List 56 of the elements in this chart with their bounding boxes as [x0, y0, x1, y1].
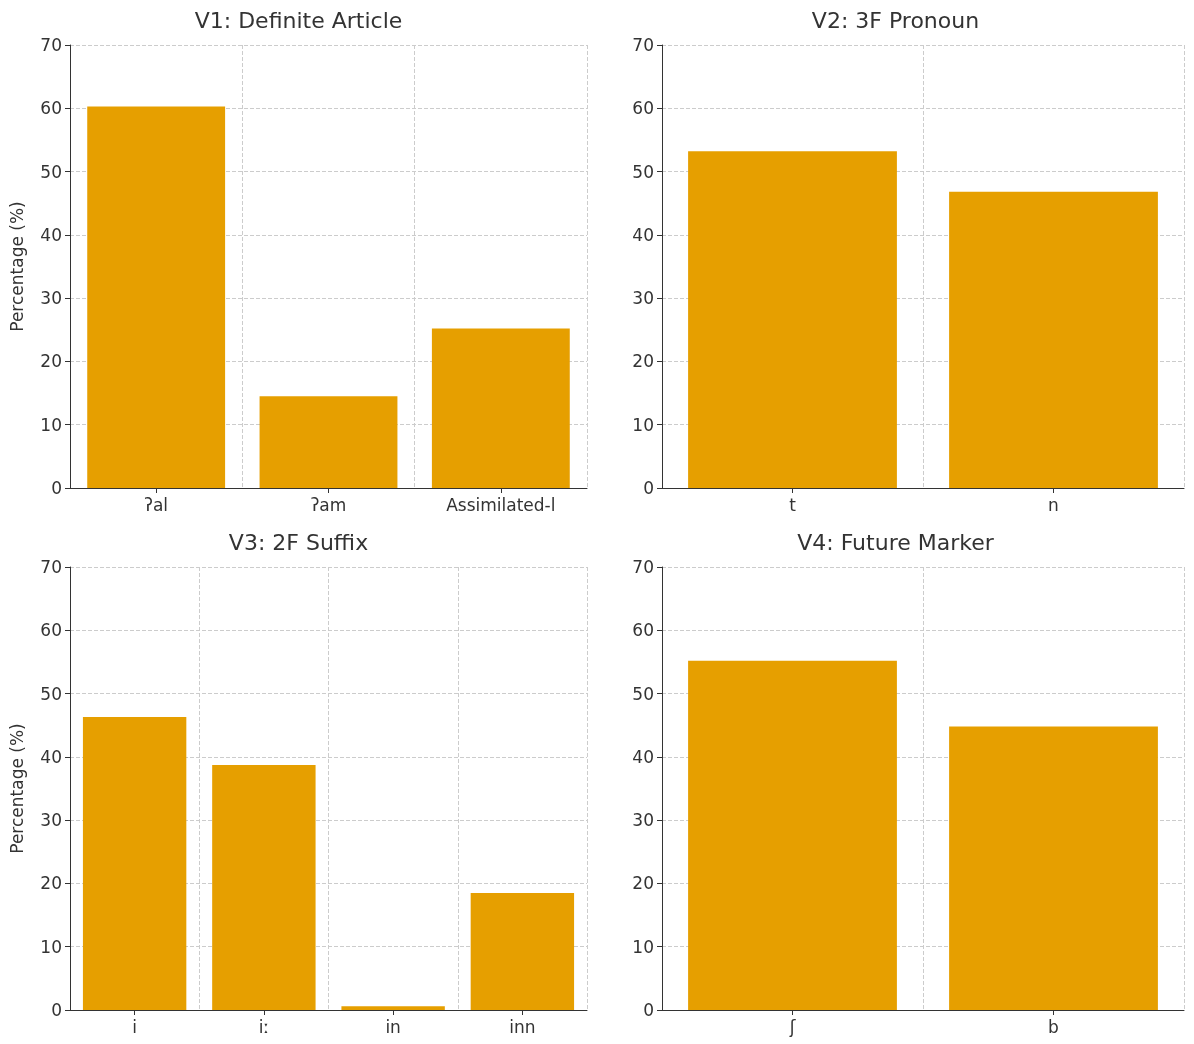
y-tick-label: 50 — [40, 683, 62, 704]
y-tick-label: 70 — [632, 35, 654, 55]
y-tick-label: 20 — [632, 351, 654, 372]
y-tick-label: 20 — [632, 873, 654, 894]
bar — [341, 1006, 445, 1010]
y-tick-label: 10 — [632, 414, 654, 435]
x-tick-label: inn — [509, 1016, 536, 1037]
bar — [212, 765, 316, 1010]
y-tick-label: 70 — [40, 557, 62, 577]
y-tick-label: 40 — [632, 224, 654, 245]
y-tick-label: 0 — [643, 478, 654, 498]
y-tick-label: 50 — [40, 161, 62, 182]
bar — [87, 106, 226, 488]
y-tick-label: 0 — [51, 478, 62, 498]
y-tick-label: 20 — [40, 873, 62, 894]
y-tick-label: 40 — [632, 746, 654, 767]
bar — [470, 892, 575, 1010]
chart-title: V1: Definite Article — [194, 7, 403, 33]
y-tick-label: 30 — [632, 288, 654, 309]
bar — [259, 396, 398, 488]
y-axis-title: Percentage (%) — [6, 723, 27, 854]
chart-title: V2: 3F Pronoun — [811, 7, 980, 33]
y-tick-label: 60 — [40, 620, 62, 641]
bar — [82, 716, 187, 1010]
chart-title: V4: Future Marker — [797, 529, 995, 555]
y-tick-label: 10 — [40, 414, 62, 435]
x-tick-label: ʔal — [144, 494, 169, 515]
y-tick-label: 50 — [632, 683, 654, 704]
x-tick-label: Assimilated-l — [446, 494, 556, 515]
y-axis-title: Percentage (%) — [6, 201, 27, 332]
y-tick-label: 0 — [51, 1000, 62, 1020]
x-tick-label: b — [1048, 1016, 1059, 1037]
y-tick-label: 40 — [40, 746, 62, 767]
y-tick-label: 30 — [40, 288, 62, 309]
y-tick-label: 0 — [643, 1000, 654, 1020]
x-tick-label: in — [385, 1016, 401, 1037]
x-tick-label: ʔam — [310, 494, 347, 515]
x-tick-label: t — [789, 494, 797, 515]
chart-title: V3: 2F Suffix — [228, 529, 369, 555]
y-tick-label: 60 — [632, 620, 654, 641]
y-tick-label: 20 — [40, 351, 62, 372]
y-tick-label: 30 — [632, 810, 654, 831]
bar — [431, 328, 570, 488]
y-tick-label: 10 — [40, 936, 62, 957]
y-tick-label: 30 — [40, 810, 62, 831]
x-tick-label: ʃ — [788, 1016, 797, 1037]
y-tick-label: 70 — [632, 557, 654, 577]
y-tick-label: 70 — [40, 35, 62, 55]
x-tick-label: n — [1048, 494, 1059, 515]
y-tick-label: 10 — [632, 936, 654, 957]
y-tick-label: 50 — [632, 161, 654, 182]
y-tick-label: 60 — [40, 98, 62, 119]
y-tick-label: 40 — [40, 224, 62, 245]
y-tick-label: 60 — [632, 98, 654, 119]
x-tick-label: i — [132, 1016, 137, 1037]
x-tick-label: iː — [258, 1016, 270, 1037]
